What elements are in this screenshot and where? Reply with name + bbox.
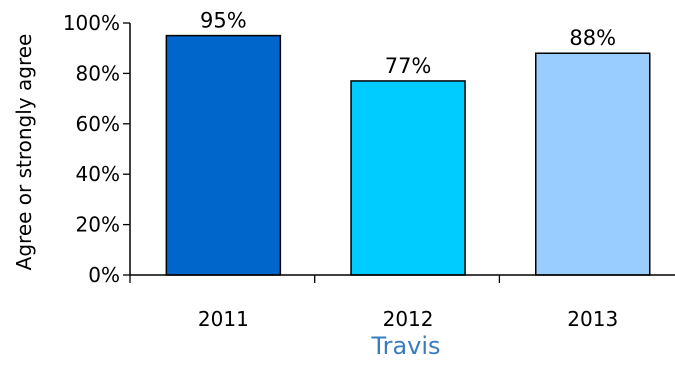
bar-2012: [350, 80, 466, 276]
data-label-2011: 95%: [200, 9, 247, 33]
x-tick-label-2012: 2012: [383, 307, 434, 331]
y-tick-label: 60%: [76, 112, 120, 136]
bar-2013: [535, 52, 651, 276]
x-tick-label-2013: 2013: [567, 307, 618, 331]
y-tick-label: 0%: [88, 263, 120, 287]
bars: 95% 2011 77% 2012 88% 2013: [165, 9, 651, 331]
y-tick-label: 80%: [76, 61, 120, 85]
y-tick-label: 40%: [76, 162, 120, 186]
y-tick-label: 100%: [63, 11, 120, 35]
y-axis-label: Agree or strongly agree: [12, 34, 36, 271]
x-axis-label: Travis: [370, 332, 440, 360]
data-label-2013: 88%: [569, 26, 616, 50]
y-axis-ticks: 0% 20% 40% 60% 80% 100%: [63, 11, 130, 287]
bar-2011: [165, 34, 282, 276]
x-tick-label-2011: 2011: [198, 307, 249, 331]
data-label-2012: 77%: [385, 54, 432, 78]
axes: [129, 23, 675, 283]
y-tick-label: 20%: [76, 213, 120, 237]
